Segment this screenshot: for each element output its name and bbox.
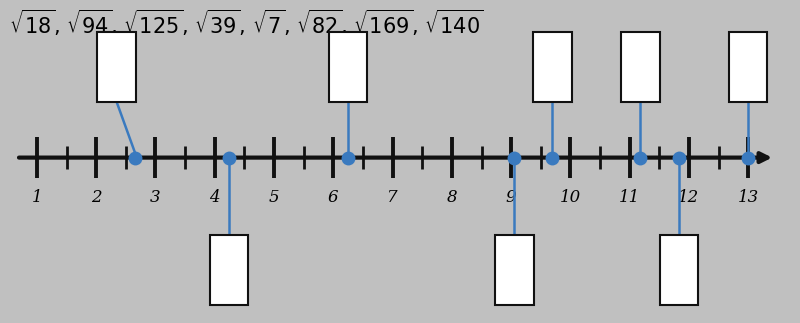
- Text: 9: 9: [506, 189, 517, 206]
- Text: 11: 11: [619, 189, 640, 206]
- Text: 12: 12: [678, 189, 699, 206]
- Text: 6: 6: [328, 189, 338, 206]
- Text: 5: 5: [269, 189, 279, 206]
- Text: 4: 4: [210, 189, 220, 206]
- Text: 1: 1: [32, 189, 42, 206]
- FancyBboxPatch shape: [729, 32, 767, 102]
- Text: 10: 10: [560, 189, 581, 206]
- FancyBboxPatch shape: [533, 32, 572, 102]
- FancyBboxPatch shape: [210, 235, 249, 305]
- FancyBboxPatch shape: [660, 235, 698, 305]
- FancyBboxPatch shape: [329, 32, 367, 102]
- FancyBboxPatch shape: [98, 32, 136, 102]
- Text: 2: 2: [91, 189, 102, 206]
- FancyBboxPatch shape: [495, 235, 534, 305]
- Text: 8: 8: [446, 189, 457, 206]
- Text: $\sqrt{18}$, $\sqrt{94}$, $\sqrt{125}$, $\sqrt{39}$, $\sqrt{7}$, $\sqrt{82}$, $\: $\sqrt{18}$, $\sqrt{94}$, $\sqrt{125}$, …: [10, 8, 484, 38]
- FancyBboxPatch shape: [621, 32, 660, 102]
- Text: 7: 7: [387, 189, 398, 206]
- Text: 3: 3: [150, 189, 161, 206]
- Text: 13: 13: [738, 189, 759, 206]
